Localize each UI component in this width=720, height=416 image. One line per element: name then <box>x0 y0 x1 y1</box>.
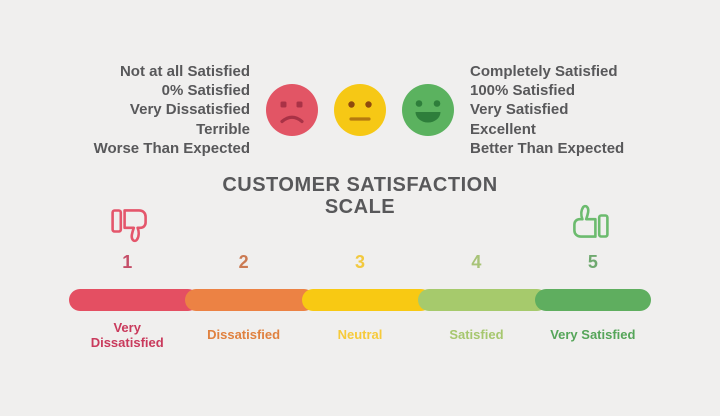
thumbs-up-shape <box>573 204 609 238</box>
face-circle <box>334 84 386 136</box>
face-circle <box>402 84 454 136</box>
label-cell: Satisfied <box>418 317 534 353</box>
annotation-line: Worse Than Expected <box>93 139 250 157</box>
page-title: CUSTOMER SATISFACTION SCALE <box>0 174 720 218</box>
negative-annotations: Not at all Satisfied 0% Satisfied Very D… <box>94 62 250 158</box>
thumbs-down-shape <box>111 209 147 243</box>
bar-segment-satisfied <box>418 289 549 311</box>
scale-label-neutral: Neutral <box>337 327 383 343</box>
label-cell: Dissatisfied <box>185 317 301 353</box>
bar-segment-very-dissatisfied <box>69 289 199 311</box>
face-eye <box>296 101 303 108</box>
thumbs-up-icon <box>573 204 609 238</box>
scale-number-4: 4 <box>471 252 482 272</box>
bar-segment-dissatisfied <box>185 289 316 311</box>
face-mouth <box>280 115 304 124</box>
title-line-1: CUSTOMER SATISFACTION <box>222 174 498 196</box>
positive-annotations: Completely Satisfied 100% Satisfied Very… <box>470 62 624 158</box>
annotation-line: Better Than Expected <box>470 139 625 157</box>
neutral-face-icon <box>334 84 386 136</box>
label-cell: Neutral <box>302 317 418 353</box>
bar-segment-neutral <box>301 289 432 311</box>
scale-label-very-dissatisfied: Very Dissatisfied <box>90 319 164 351</box>
annotation-line: Very Dissatisfied <box>129 101 250 119</box>
annotation-line: Completely Satisfied <box>470 63 618 80</box>
happy-face-icon <box>402 84 454 136</box>
bar-segment-very-satisfied <box>534 289 651 311</box>
face-eye <box>280 101 287 108</box>
sad-face-icon <box>266 84 318 136</box>
scale-labels: Very Dissatisfied Dissatisfied Neutral S… <box>69 317 651 353</box>
scale-number-1: 1 <box>122 252 133 272</box>
label-cell: Very Dissatisfied <box>69 317 185 353</box>
scale-numbers: 1 2 3 4 5 <box>69 252 651 273</box>
face-circle <box>266 84 318 136</box>
scale-number-5: 5 <box>587 252 598 272</box>
thumbs-down-icon <box>111 209 147 243</box>
face-eye <box>433 100 441 107</box>
scale-label-satisfied: Satisfied <box>449 327 504 343</box>
face-mouth <box>415 112 441 123</box>
annotation-line: Excellent <box>470 120 536 138</box>
scale-number-3: 3 <box>355 252 366 272</box>
scale-label-dissatisfied: Dissatisfied <box>207 327 281 343</box>
satisfaction-bar <box>69 289 651 311</box>
face-eye <box>415 100 423 107</box>
title-line-2: SCALE <box>324 195 396 218</box>
annotation-line: Terrible <box>196 120 250 138</box>
annotation-line: Not at all Satisfied <box>119 63 250 80</box>
annotation-line: 100% Satisfied <box>470 82 576 100</box>
face-eye <box>348 101 355 108</box>
annotation-line: Very Satisfied <box>470 101 569 119</box>
annotation-line: 0% Satisfied <box>161 82 250 100</box>
scale-label-very-satisfied: Very Satisfied <box>550 327 636 343</box>
scale-number-2: 2 <box>238 252 249 272</box>
face-eye <box>365 101 372 108</box>
label-cell: Very Satisfied <box>535 317 651 353</box>
